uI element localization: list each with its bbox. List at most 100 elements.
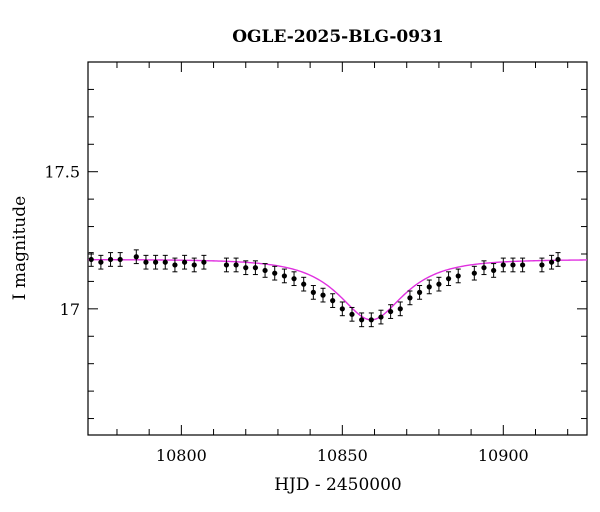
point-marker [133,254,139,260]
point-marker [548,259,555,265]
point-marker [416,289,423,295]
point-marker [162,259,168,265]
point-marker [330,298,336,304]
point-marker [272,270,278,276]
model-curve [88,258,588,321]
data-point [291,271,297,287]
data-point [548,254,555,270]
point-marker [320,292,326,298]
data-point [320,287,326,303]
point-marker [407,295,413,301]
data-point [378,309,384,325]
data-point [481,260,487,276]
point-marker [445,276,452,282]
data-point [555,252,561,267]
data-point [162,254,168,270]
data-point [88,252,94,267]
data-point [243,260,249,276]
data-point [272,265,278,281]
data-point [510,257,516,273]
point-marker [98,259,104,265]
point-marker [281,273,287,279]
point-marker [291,276,297,282]
x-tick-label: 10800 [156,446,207,465]
chart-title: OGLE-2025-BLG-0931 [232,27,444,47]
point-marker [117,256,123,263]
data-points [88,249,561,328]
data-point [368,312,374,328]
tick-labels: 10800 10850 10900 17 17.5 [44,163,528,465]
point-marker [349,311,355,317]
data-point [426,279,432,295]
data-point [98,254,104,270]
point-marker [510,262,516,268]
point-marker [397,306,403,312]
point-marker [378,314,384,320]
data-point [520,257,526,273]
point-marker [388,308,394,315]
data-point [191,257,197,273]
point-marker [520,262,526,268]
data-point [172,257,178,273]
point-marker [555,256,561,263]
data-point [262,263,268,278]
data-point [133,249,139,265]
data-point [201,254,207,270]
data-point [445,271,452,287]
point-marker [252,265,259,271]
data-point [491,263,497,278]
point-marker [455,273,461,279]
data-point [107,252,114,267]
point-marker [243,265,249,271]
data-point [359,312,365,328]
plot-frame [87,61,588,436]
data-point [330,293,336,308]
point-marker [539,262,545,268]
data-point [143,254,149,270]
data-point [281,268,287,284]
point-marker [191,262,197,268]
data-point [388,304,394,319]
point-marker [436,281,442,287]
x-tick-label: 10900 [478,446,529,465]
data-point [349,306,355,322]
data-point [397,301,403,317]
y-axis-label: I magnitude [10,196,30,300]
point-marker [359,317,365,323]
point-marker [201,259,207,265]
data-point [252,260,259,276]
point-marker [172,262,178,268]
x-axis-label: HJD - 2450000 [274,475,402,495]
point-marker [88,256,94,263]
point-marker [143,259,149,265]
data-point [233,257,239,273]
data-point [471,265,477,281]
point-marker [181,259,188,265]
data-point [407,290,413,306]
point-marker [223,262,230,268]
model-curve-layer [88,258,588,321]
point-marker [368,317,374,323]
y-tick-label: 17 [60,300,80,319]
data-point [500,257,506,273]
point-marker [301,281,307,287]
point-marker [310,289,316,295]
data-point [181,254,188,270]
point-marker [339,306,345,312]
point-marker [107,256,114,263]
point-marker [233,262,239,268]
data-point [153,254,159,270]
point-marker [471,270,477,276]
data-point [117,252,123,267]
data-point [539,257,545,273]
data-point [416,285,423,300]
axis-ticks [88,61,587,435]
data-point [339,301,345,317]
data-point [310,285,316,300]
x-tick-label: 10850 [317,446,368,465]
point-marker [500,262,506,268]
data-point [455,268,461,284]
data-point [223,257,230,273]
point-marker [481,265,487,271]
